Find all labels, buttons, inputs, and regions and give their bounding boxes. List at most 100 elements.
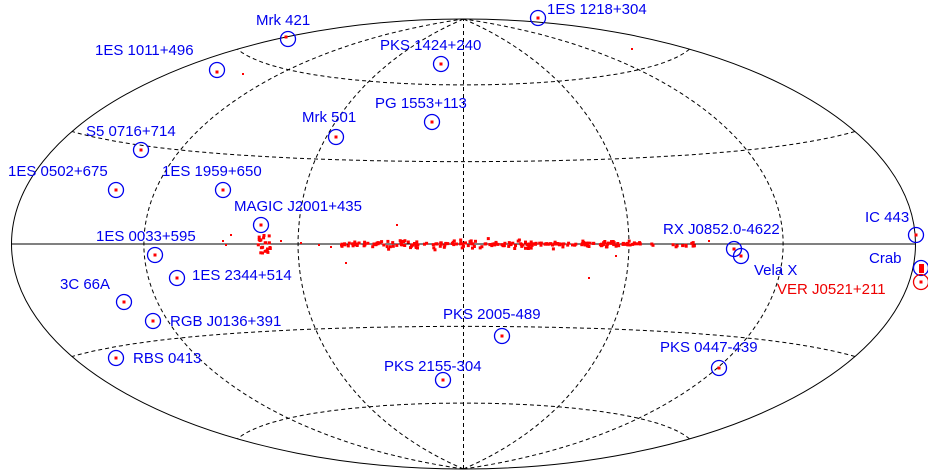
- meridian-line: [463, 18, 784, 470]
- emission-pixel: [681, 244, 685, 248]
- source-circle: [107, 349, 125, 367]
- source-label: 1ES 1218+304: [547, 1, 647, 18]
- emission-pixel: [587, 245, 591, 248]
- emission-pixel: [500, 243, 504, 247]
- emission-pixel: [222, 240, 224, 242]
- source-marker: 1ES 1959+650: [162, 163, 262, 199]
- emission-pixel: [459, 238, 463, 242]
- emission-pixel: [502, 244, 506, 248]
- source-marker: PKS 0447-439: [660, 339, 758, 377]
- source-marker: Mrk 421: [256, 12, 310, 48]
- source-marker: 1ES 1011+496: [95, 42, 226, 79]
- emission-pixel: [340, 242, 344, 246]
- source-marker: S5 0716+714: [86, 123, 176, 159]
- emission-pixel: [480, 245, 484, 249]
- emission-pixel: [524, 240, 527, 244]
- source-circle: [434, 371, 452, 389]
- source-marker: PKS 1424+240: [380, 37, 481, 73]
- emission-pixel: [580, 242, 584, 246]
- emission-pixel: [529, 240, 533, 244]
- emission-pixel: [372, 242, 376, 246]
- emission-pixel: [406, 240, 410, 244]
- emission-pixel: [261, 245, 265, 249]
- emission-pixel: [471, 246, 474, 250]
- emission-pixel: [514, 244, 517, 248]
- source-circle: [907, 226, 925, 244]
- source-circle: [279, 30, 297, 48]
- source-label: Mrk 421: [256, 12, 310, 29]
- emission-pixel: [524, 246, 527, 250]
- emission-pixel: [444, 242, 448, 246]
- source-dot: [221, 188, 225, 192]
- emission-pixel: [386, 239, 390, 243]
- emission-pixel: [530, 243, 534, 247]
- emission-pixel: [507, 244, 511, 248]
- emission-pixel: [261, 251, 264, 255]
- emission-pixel: [391, 244, 395, 248]
- emission-pixel: [399, 241, 403, 245]
- emission-pixel: [263, 249, 267, 253]
- emission-pixel: [452, 239, 456, 243]
- emission-pixel: [371, 245, 375, 249]
- source-circle: [327, 128, 345, 146]
- source-dot: [430, 120, 434, 124]
- source-dot: [122, 300, 126, 304]
- emission-pixel: [410, 243, 414, 247]
- emission-pixel: [346, 244, 350, 248]
- emission-pixel: [225, 244, 227, 246]
- parallel-line: [71, 131, 856, 163]
- source-label: PKS 1424+240: [380, 37, 481, 54]
- source-marker: VER J0521+211: [777, 273, 928, 298]
- emission-pixel: [529, 246, 533, 250]
- source-dot: [153, 253, 157, 257]
- emission-pixel: [382, 243, 386, 247]
- source-label: 1ES 1011+496: [95, 42, 194, 59]
- source-marker: 1ES 0502+675: [8, 163, 125, 199]
- emission-pixel: [553, 240, 557, 244]
- source-label: Crab: [869, 250, 902, 267]
- emission-pixel: [588, 277, 590, 279]
- source-label: RBS 0413: [133, 350, 201, 367]
- emission-pixel: [529, 242, 532, 246]
- emission-pixel: [525, 242, 529, 246]
- emission-pixel: [527, 245, 531, 248]
- emission-pixel: [539, 243, 543, 247]
- emission-pixel: [621, 242, 625, 246]
- emission-pixel: [351, 244, 355, 248]
- emission-pixel: [280, 240, 282, 242]
- source-marker: 1ES 1218+304: [529, 1, 647, 27]
- emission-pixel: [435, 242, 439, 246]
- emission-pixel: [684, 243, 688, 247]
- emission-pixel: [508, 242, 512, 246]
- emission-pixel: [488, 243, 492, 247]
- source-label: Vela X: [754, 262, 797, 279]
- emission-pixel: [469, 239, 473, 243]
- emission-pixel: [258, 239, 262, 242]
- emission-pixel: [606, 241, 610, 245]
- source-marker: Vela X: [732, 247, 797, 279]
- emission-pixel: [583, 243, 587, 247]
- emission-pixel: [464, 241, 467, 245]
- source-circle: [252, 216, 270, 234]
- emission-pixel: [318, 244, 320, 246]
- emission-pixel: [617, 244, 621, 248]
- source-marker: Crab: [869, 250, 928, 277]
- source-circle: [732, 247, 750, 265]
- emission-pixel: [600, 242, 604, 246]
- emission-pixel: [366, 241, 370, 245]
- emission-pixel: [242, 73, 244, 75]
- emission-pixel: [513, 247, 517, 250]
- emission-pixel: [631, 242, 635, 246]
- source-dot: [139, 148, 143, 152]
- emission-pixel: [692, 244, 696, 248]
- emission-pixel: [627, 239, 631, 243]
- emission-pixel: [395, 243, 399, 247]
- emission-pixel: [549, 242, 553, 246]
- emission-pixel: [609, 241, 613, 245]
- emission-pixel: [494, 242, 498, 246]
- source-circle: [107, 181, 125, 199]
- emission-pixel: [378, 241, 382, 245]
- emission-pixel: [516, 239, 520, 243]
- source-marker: Mrk 501: [302, 109, 356, 146]
